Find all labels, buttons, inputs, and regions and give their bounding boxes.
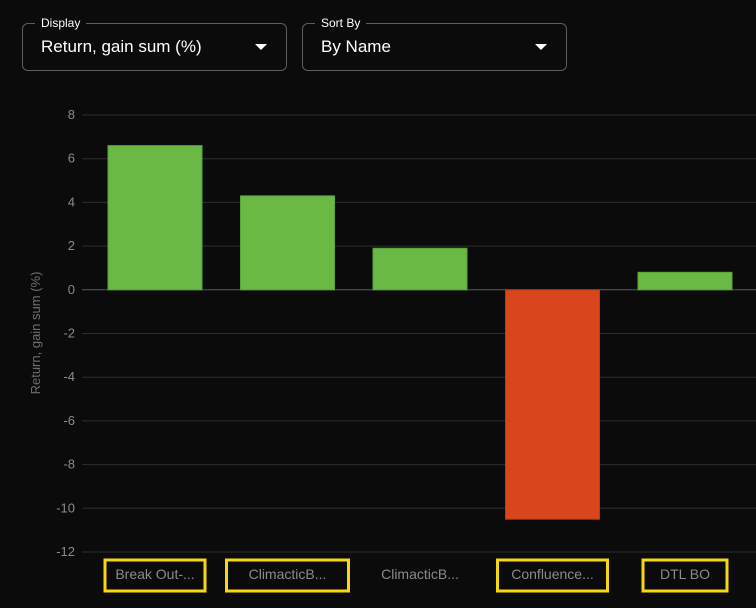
- bar: [505, 289, 600, 520]
- y-tick-label: 2: [68, 238, 75, 253]
- bar: [372, 247, 468, 291]
- bar: [240, 195, 335, 291]
- y-tick-label: -2: [63, 326, 75, 341]
- label-highlight-box: [496, 558, 609, 593]
- caret-down-icon: [535, 44, 547, 50]
- y-tick-label: 6: [68, 151, 75, 166]
- x-tick-label: Break Out-...: [115, 566, 194, 582]
- x-tick-label: ClimacticB...: [249, 566, 327, 582]
- y-tick-label: -6: [63, 413, 75, 428]
- label-highlight-box: [103, 558, 207, 593]
- y-tick-label: -4: [63, 369, 75, 384]
- caret-down-icon: [255, 44, 267, 50]
- x-tick-label: DTL BO: [660, 566, 710, 582]
- y-tick-label: 4: [68, 194, 75, 209]
- x-tick-label: Confluence...: [511, 566, 594, 582]
- y-axis-label: Return, gain sum (%): [28, 272, 43, 395]
- y-tick-label: -12: [56, 544, 75, 559]
- y-tick-label: 0: [68, 282, 75, 297]
- display-value: Return, gain sum (%): [41, 37, 202, 56]
- label-highlight-box: [225, 558, 350, 593]
- bar: [637, 271, 733, 291]
- label-highlight-box: [641, 558, 729, 593]
- sort-label: Sort By: [315, 16, 367, 30]
- y-tick-label: 8: [68, 107, 75, 122]
- display-select[interactable]: Display Return, gain sum (%): [22, 16, 287, 71]
- x-tick-label: ClimacticB...: [381, 566, 459, 582]
- display-label: Display: [35, 16, 87, 30]
- y-tick-label: -8: [63, 457, 75, 472]
- sort-value: By Name: [321, 37, 391, 56]
- bar: [107, 145, 203, 291]
- y-tick-label: -10: [56, 500, 75, 515]
- sort-select[interactable]: Sort By By Name: [302, 16, 567, 71]
